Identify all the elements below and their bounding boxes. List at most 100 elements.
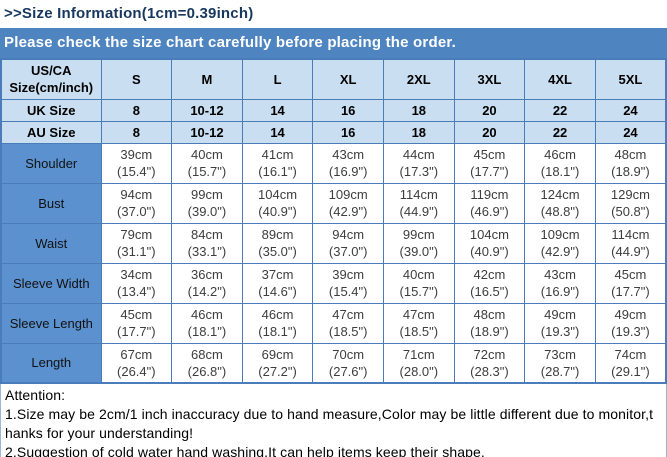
measurement-inch: (18.1") (258, 324, 297, 339)
measurement-cm: 48cm (614, 147, 647, 162)
measurement-cell: 94cm (37.0") (312, 222, 384, 264)
size-row-au-size: AU Size 8 10-12 14 16 18 20 22 24 (0, 120, 667, 144)
column-header-xl: XL (312, 58, 384, 100)
size-value-cell: 22 (524, 98, 596, 122)
measurement-cm: 45cm (473, 147, 506, 162)
measurement-cell: 36cm (14.2") (171, 262, 243, 304)
measurement-cm: 69cm (261, 346, 294, 362)
measurement-cell: 42cm (16.5") (453, 262, 526, 304)
measurement-inch: (42.9") (540, 244, 580, 259)
measurement-cm: 67cm (120, 346, 153, 362)
size-value-cell: 8 (100, 98, 173, 122)
measurement-cell: 99cm (39.0") (171, 182, 243, 224)
measurement-cm: 46cm (261, 307, 294, 322)
measurement-cm: 40cm (402, 267, 435, 282)
measurement-cm: 43cm (544, 267, 576, 282)
measurement-inch: (29.1") (611, 363, 650, 379)
size-chart-warning-banner: Please check the size chart carefully be… (0, 28, 667, 58)
measurement-cm: 99cm (191, 187, 223, 202)
measurement-cm: 44cm (402, 147, 435, 162)
measurement-inch: (18.9") (611, 164, 650, 179)
column-header-l: L (241, 58, 314, 100)
measurement-cell: 69cm (27.2") (241, 342, 314, 384)
measurement-cm: 129cm (610, 187, 650, 202)
measurement-cm: 34cm (120, 267, 153, 282)
measurement-inch: (40.9") (470, 244, 509, 259)
measurement-cm: 79cm (120, 227, 153, 242)
measurement-inch: (18.5") (328, 324, 368, 339)
measurement-inch: (15.7") (187, 164, 227, 179)
measurement-inch: (27.2") (258, 363, 297, 379)
size-value-cell: 14 (241, 98, 314, 122)
measurement-inch: (16.9") (540, 284, 580, 299)
measurement-inch: (39.0") (399, 244, 439, 259)
measurement-cell: 109cm (42.9") (524, 222, 596, 264)
measurement-inch: (26.8") (187, 363, 227, 379)
measurement-cell: 49cm (19.3") (524, 302, 596, 344)
measurement-inch: (17.7") (611, 284, 650, 299)
measurement-inch: (15.7") (399, 284, 439, 299)
measurement-cell: 41cm (16.1") (241, 142, 314, 184)
measurement-inch: (19.3") (540, 324, 580, 339)
size-value-cell: 18 (383, 120, 455, 144)
measurement-inch: (46.9") (470, 204, 509, 219)
measurement-cell: 89cm (35.0") (241, 222, 314, 264)
measurement-cell: 104cm (40.9") (453, 222, 526, 264)
size-value-cell: 16 (312, 98, 384, 122)
measurement-inch: (18.9") (470, 324, 509, 339)
measurement-cm: 114cm (611, 227, 650, 242)
column-header-4xl: 4XL (524, 58, 596, 100)
measure-rows: Shoulder 39cm (15.4") 40cm (15.7") 41cm (16.1"… (0, 142, 667, 384)
measurement-cell: 74cm (29.1") (594, 342, 667, 384)
measure-row-length: Length 67cm (26.4") 68cm (26.8") 69cm (27.2") 7… (0, 342, 667, 384)
measurement-inch: (33.1") (187, 244, 227, 259)
measure-row-shoulder: Shoulder 39cm (15.4") 40cm (15.7") 41cm (16.1"… (0, 142, 667, 184)
measurement-cm: 71cm (402, 346, 435, 362)
measurement-cm: 74cm (614, 346, 647, 362)
measurement-cm: 68cm (191, 346, 223, 362)
measurement-inch: (27.6") (328, 363, 368, 379)
measurement-cm: 109cm (540, 227, 580, 242)
column-header-2xl: 2XL (383, 58, 455, 100)
row-label: Sleeve Width (0, 262, 102, 304)
measurement-cm: 47cm (332, 307, 365, 322)
measurement-cell: 46cm (18.1") (241, 302, 314, 344)
measurement-cm: 45cm (614, 267, 647, 282)
measurement-cell: 114cm (44.9") (383, 182, 455, 224)
column-header-s: S (100, 58, 173, 100)
measurement-cm: 46cm (544, 147, 576, 162)
measurement-cm: 46cm (191, 307, 223, 322)
attention-section: Attention: 1.Size may be 2cm/1 inch inac… (0, 384, 667, 457)
measurement-cm: 49cm (544, 307, 576, 322)
measurement-inch: (35.0") (258, 244, 297, 259)
corner-header-line2: Size(cm/inch) (9, 80, 94, 96)
measurement-inch: (40.9") (258, 204, 297, 219)
measurement-cell: 71cm (28.0") (383, 342, 455, 384)
measurement-cell: 73cm (28.7") (524, 342, 596, 384)
measurement-cm: 104cm (258, 187, 298, 202)
measurement-cell: 46cm (18.1") (524, 142, 596, 184)
measurement-cm: 94cm (332, 227, 365, 242)
size-value-cell: 14 (241, 120, 314, 144)
size-value-cell: 18 (383, 98, 455, 122)
measurement-cell: 72cm (28.3") (453, 342, 526, 384)
corner-header-line1: US/CA (31, 63, 72, 79)
measurement-inch: (44.9") (399, 204, 439, 219)
measurement-inch: (28.7") (540, 363, 580, 379)
measurement-cm: 104cm (469, 227, 509, 242)
row-label: Waist (0, 222, 102, 264)
measurement-cell: 47cm (18.5") (312, 302, 384, 344)
measurement-cell: 40cm (15.7") (383, 262, 455, 304)
measurement-cm: 114cm (399, 187, 438, 202)
size-chart-table: US/CA Size(cm/inch) S M L XL 2XL 3XL 4XL… (0, 58, 667, 384)
measurement-inch: (50.8") (611, 204, 650, 219)
measurement-cm: 36cm (191, 267, 223, 282)
measurement-inch: (37.0") (328, 244, 368, 259)
size-value-cell: 10-12 (171, 98, 243, 122)
measurement-cell: 94cm (37.0") (100, 182, 173, 224)
measurement-cell: 79cm (31.1") (100, 222, 173, 264)
measure-row-bust: Bust 94cm (37.0") 99cm (39.0") 104cm (40.9") 10… (0, 182, 667, 224)
measurement-inch: (18.1") (540, 164, 580, 179)
measurement-inch: (18.1") (187, 324, 227, 339)
